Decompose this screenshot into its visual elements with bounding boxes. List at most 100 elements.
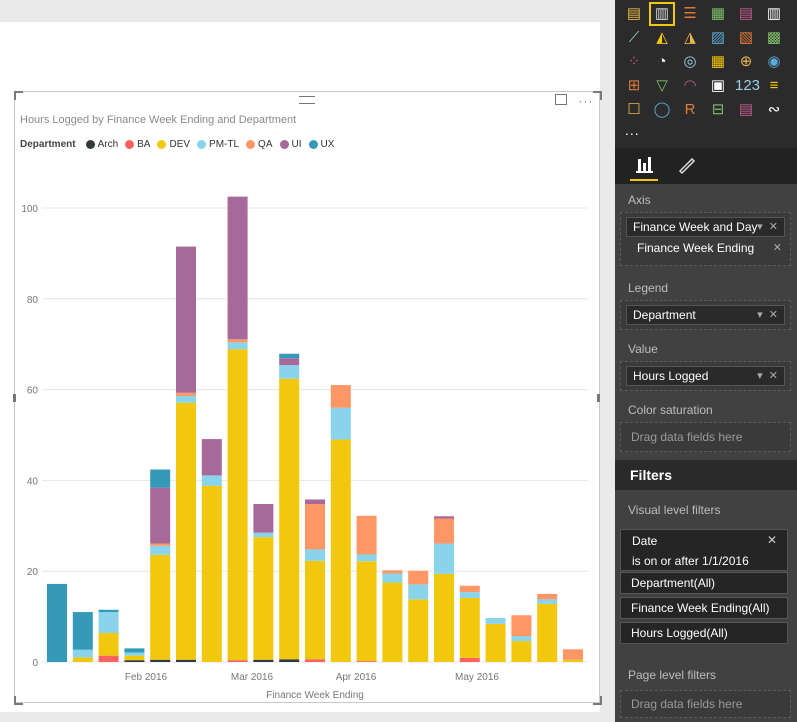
filled-map-icon[interactable]: ◉ xyxy=(767,53,781,70)
kpi-icon[interactable]: ≡ xyxy=(769,77,779,94)
100-column-icon[interactable]: ▥ xyxy=(766,5,782,22)
bar-segment-pm-tl xyxy=(176,395,196,403)
stacked-bar-icon[interactable]: ▤ xyxy=(626,5,642,22)
bar-segment-ba xyxy=(98,655,119,662)
legend-item-arch[interactable]: Arch xyxy=(85,139,118,150)
100-bar-icon[interactable]: ▤ xyxy=(738,5,754,22)
bar-segment-ui xyxy=(150,487,171,544)
resize-handle-bl[interactable] xyxy=(14,696,23,705)
waterfall-icon[interactable]: ⊟ xyxy=(711,101,725,118)
bar-segment-pm-tl xyxy=(72,649,93,658)
bar-segment-qa xyxy=(434,518,454,544)
legend-well[interactable]: Department ▾ ✕ xyxy=(620,300,791,330)
bar-segment-pm-tl xyxy=(434,543,454,574)
chart-plot-area: 0 20 40 60 80 100 Feb 2016 Mar 2016 Apr 2016 May … xyxy=(21,196,588,701)
legend-item-dev[interactable]: DEV xyxy=(157,139,190,150)
line-icon[interactable]: ⟋ xyxy=(628,29,640,46)
bar-segment-qa xyxy=(356,515,377,555)
bar-segment-ux xyxy=(47,583,67,662)
bar-segment-dev xyxy=(98,632,119,656)
legend-item-ba[interactable]: BA xyxy=(125,139,150,150)
pie-icon[interactable]: ◔ xyxy=(657,53,667,70)
bar-segment-pm-tl xyxy=(201,475,222,486)
line-column-icon[interactable]: ▨ xyxy=(710,29,726,46)
legend-field-chip[interactable]: Department ▾ ✕ xyxy=(626,305,785,325)
arcgis-icon[interactable]: ▤ xyxy=(738,101,754,118)
visualizations-pane: ▤ ▥ ☰ ▦ ▤ ▥ ⟋ ◭ ◮ ▨ ▧ ▩ ⁘ ◔ ◎ ▦ ⊕ ◉ ⊞ ▽ ◠ ▣ 123 ≡ ☐ ◯ R ⊟ ▤ ∾... Axis… xyxy=(615,0,797,722)
bar-segment-pm-tl xyxy=(382,573,403,583)
shape-map-icon[interactable]: ∾ xyxy=(767,101,781,118)
resize-handle-br[interactable] xyxy=(593,696,602,705)
r-visual-icon[interactable]: R xyxy=(684,101,696,118)
chart-legend: Department Arch BA DEV PM-TL QA UI UX xyxy=(20,139,341,150)
value-well[interactable]: Hours Logged ▾ ✕ xyxy=(620,361,791,391)
bar-segment-dev xyxy=(382,582,403,662)
axis-field-chip[interactable]: Finance Week and Day ▾ ✕ xyxy=(626,217,785,237)
card-icon[interactable]: ▣ xyxy=(710,77,726,94)
pane-tabs xyxy=(615,148,797,184)
bar-segment-qa xyxy=(537,593,558,600)
stacked-area-icon[interactable]: ◮ xyxy=(684,29,696,46)
bar-segment-qa xyxy=(382,570,403,574)
remove-axis-field-icon[interactable]: ▾ ✕ xyxy=(757,221,778,233)
donut-chart-icon[interactable]: ◎ xyxy=(683,53,697,70)
bar-segment-arch xyxy=(150,659,171,662)
funnel-icon[interactable]: ▽ xyxy=(656,77,668,94)
multi-row-card-icon[interactable]: 123 xyxy=(735,77,761,94)
page-filters-well[interactable]: Drag data fields here xyxy=(620,690,791,718)
legend-item-pm-tl[interactable]: PM-TL xyxy=(197,139,239,150)
format-paintbrush-icon xyxy=(678,157,696,175)
clustered-column-icon[interactable]: ▦ xyxy=(710,5,726,22)
legend-item-ui[interactable]: UI xyxy=(279,139,302,150)
resize-handle-tr[interactable] xyxy=(593,91,602,100)
bar-segment-dev xyxy=(537,603,558,662)
resize-handle-right[interactable] xyxy=(597,394,600,402)
gauge-icon[interactable]: ◠ xyxy=(683,77,697,94)
line-clustered-column-icon[interactable]: ▧ xyxy=(738,29,754,46)
report-canvas: ··· Hours Logged by Finance Week Ending … xyxy=(0,22,602,712)
remove-date-filter-icon[interactable]: ✕ xyxy=(766,533,777,547)
bar-segment-ba xyxy=(305,659,325,662)
bar-segment-dev xyxy=(150,554,171,660)
bar-segment-qa xyxy=(563,649,583,660)
remove-legend-field-icon[interactable]: ▾ ✕ xyxy=(757,309,778,321)
treemap-icon[interactable]: ▦ xyxy=(710,53,726,70)
finance-week-filter-card[interactable]: Finance Week Ending(All) xyxy=(620,597,788,619)
focus-mode-icon[interactable] xyxy=(555,94,567,105)
hours-logged-filter-card[interactable]: Hours Logged(All) xyxy=(620,622,788,644)
more-visuals-icon[interactable]: ... xyxy=(625,122,640,138)
remove-axis-subfield-icon[interactable]: ✕ xyxy=(772,242,782,254)
bar-segment-pm-tl xyxy=(459,592,480,598)
resize-handle-left[interactable] xyxy=(13,394,16,402)
value-field-chip[interactable]: Hours Logged ▾ ✕ xyxy=(626,366,785,386)
remove-value-field-icon[interactable]: ▾ ✕ xyxy=(757,370,778,382)
tab-format[interactable] xyxy=(672,153,700,179)
visual-title: Hours Logged by Finance Week Ending and … xyxy=(20,114,297,126)
clustered-bar-icon[interactable]: ☰ xyxy=(683,5,697,22)
ellipsis-icon[interactable]: ··· xyxy=(578,94,594,108)
stacked-column-icon[interactable]: ▥ xyxy=(649,2,675,26)
axis-subfield-chip[interactable]: Finance Week Ending ✕ xyxy=(637,238,782,258)
slicer-icon[interactable]: ◯ xyxy=(653,101,671,118)
date-filter-card[interactable]: Date ✕ is on or after 1/1/2016 xyxy=(620,529,788,571)
bar-segment-dev xyxy=(330,439,351,662)
legend-item-qa[interactable]: QA xyxy=(246,139,273,150)
bar-segment-pm-tl xyxy=(330,407,351,440)
bar-segment-dev xyxy=(356,561,377,662)
bar-segment-ba xyxy=(356,661,377,662)
area-icon[interactable]: ◭ xyxy=(656,29,668,46)
table-viz-icon[interactable]: ⊞ xyxy=(627,77,641,94)
axis-well[interactable]: Finance Week and Day ▾ ✕ Finance Week End… xyxy=(620,212,791,266)
bar-segment-pm-tl xyxy=(98,612,119,633)
ribbon-icon[interactable]: ▩ xyxy=(766,29,782,46)
legend-item-ux[interactable]: UX xyxy=(308,139,334,150)
resize-handle-tl[interactable] xyxy=(14,91,23,100)
tab-fields[interactable] xyxy=(630,153,658,181)
map-icon[interactable]: ⊕ xyxy=(739,53,753,70)
department-filter-card[interactable]: Department(All) xyxy=(620,572,788,594)
matrix-icon[interactable]: ☐ xyxy=(627,101,641,118)
scatter-icon[interactable]: ⁘ xyxy=(627,53,641,70)
color-saturation-well[interactable]: Drag data fields here xyxy=(620,422,791,452)
drag-grip-icon[interactable] xyxy=(299,96,315,104)
bar-segment-ui xyxy=(227,196,248,340)
